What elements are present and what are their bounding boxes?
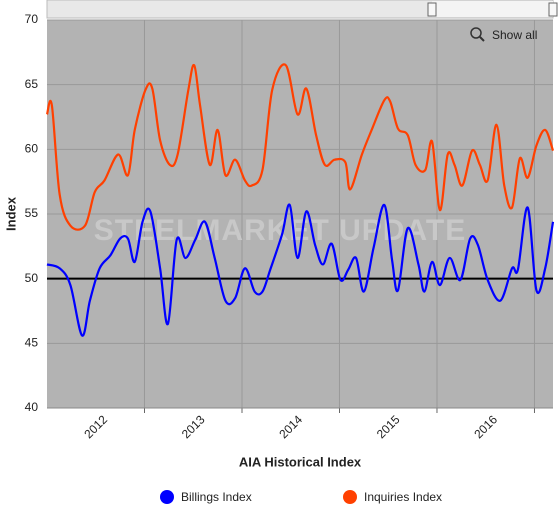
x-tick-label: 2014	[276, 412, 305, 441]
x-tick-label: 2013	[179, 412, 208, 441]
x-axis-title: AIA Historical Index	[239, 454, 362, 469]
navigator-handle[interactable]	[548, 2, 558, 17]
zoom-icon	[470, 27, 482, 39]
show-all-button[interactable]: Show all	[470, 27, 537, 42]
y-tick-label: 60	[25, 142, 39, 156]
line	[45, 63, 555, 231]
y-tick-label: 70	[25, 12, 39, 26]
y-tick-label: 45	[25, 336, 39, 350]
navigator-range	[432, 1, 553, 17]
x-tick-label: 2012	[81, 412, 110, 441]
legend-label: Inquiries Index	[364, 490, 442, 504]
y-tick-label: 40	[25, 400, 39, 414]
legend-label: Billings Index	[181, 490, 252, 504]
y-tick-label: 50	[25, 271, 39, 285]
button-label[interactable]: Show all	[492, 28, 537, 42]
legend-marker	[160, 490, 174, 504]
y-axis-title: Index	[3, 196, 18, 231]
line	[46, 203, 555, 337]
y-tick-label: 65	[25, 77, 39, 91]
x-tick-label: 2015	[374, 412, 403, 441]
navigator-handle[interactable]	[427, 2, 437, 17]
y-tick-label: 55	[25, 206, 39, 220]
legend-marker	[343, 490, 357, 504]
zoom-icon	[479, 36, 485, 42]
x-tick-label: 2016	[471, 412, 500, 441]
